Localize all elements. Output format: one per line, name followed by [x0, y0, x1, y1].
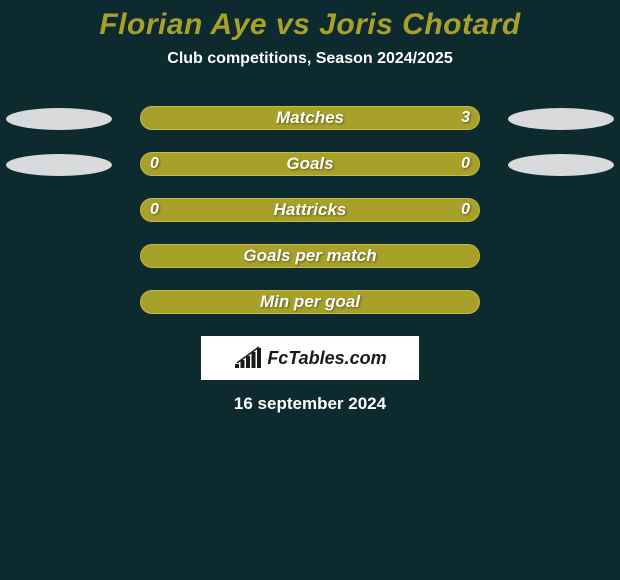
stat-label: Min per goal	[141, 290, 479, 314]
stat-bar: Goals per match	[140, 244, 480, 268]
subtitle: Club competitions, Season 2024/2025	[0, 50, 620, 68]
bar-chart-icon	[233, 346, 261, 370]
stat-bar: Hattricks	[140, 198, 480, 222]
stat-value-left: 0	[150, 198, 159, 222]
stat-row: Matches3	[0, 106, 620, 130]
stat-bar: Min per goal	[140, 290, 480, 314]
player-oval-right	[508, 108, 614, 130]
stat-label: Hattricks	[141, 198, 479, 222]
stat-row: Hattricks0 0	[0, 198, 620, 222]
stat-row: Goals per match	[0, 244, 620, 268]
comparison-infographic: Florian Aye vs Joris Chotard Club compet…	[0, 0, 620, 580]
stat-bar: Matches	[140, 106, 480, 130]
stat-value-left: 0	[150, 152, 159, 176]
stat-row: Min per goal	[0, 290, 620, 314]
stat-row: Goals0 0	[0, 152, 620, 176]
stat-value-right: 0	[461, 198, 470, 222]
stat-bar: Goals	[140, 152, 480, 176]
stat-rows: Matches3Goals00Hattricks00Goals per matc…	[0, 106, 620, 314]
player-oval-left	[6, 108, 112, 130]
stat-value-right: 0	[461, 152, 470, 176]
player-oval-left	[6, 154, 112, 176]
stat-label: Goals per match	[141, 244, 479, 268]
stat-label: Goals	[141, 152, 479, 176]
logo-text: FcTables.com	[267, 348, 386, 369]
player-oval-right	[508, 154, 614, 176]
page-title: Florian Aye vs Joris Chotard	[0, 0, 620, 42]
logo-box: FcTables.com	[201, 336, 419, 380]
stat-label: Matches	[141, 106, 479, 130]
stat-value-right: 3	[461, 106, 470, 130]
date-line: 16 september 2024	[0, 394, 620, 414]
